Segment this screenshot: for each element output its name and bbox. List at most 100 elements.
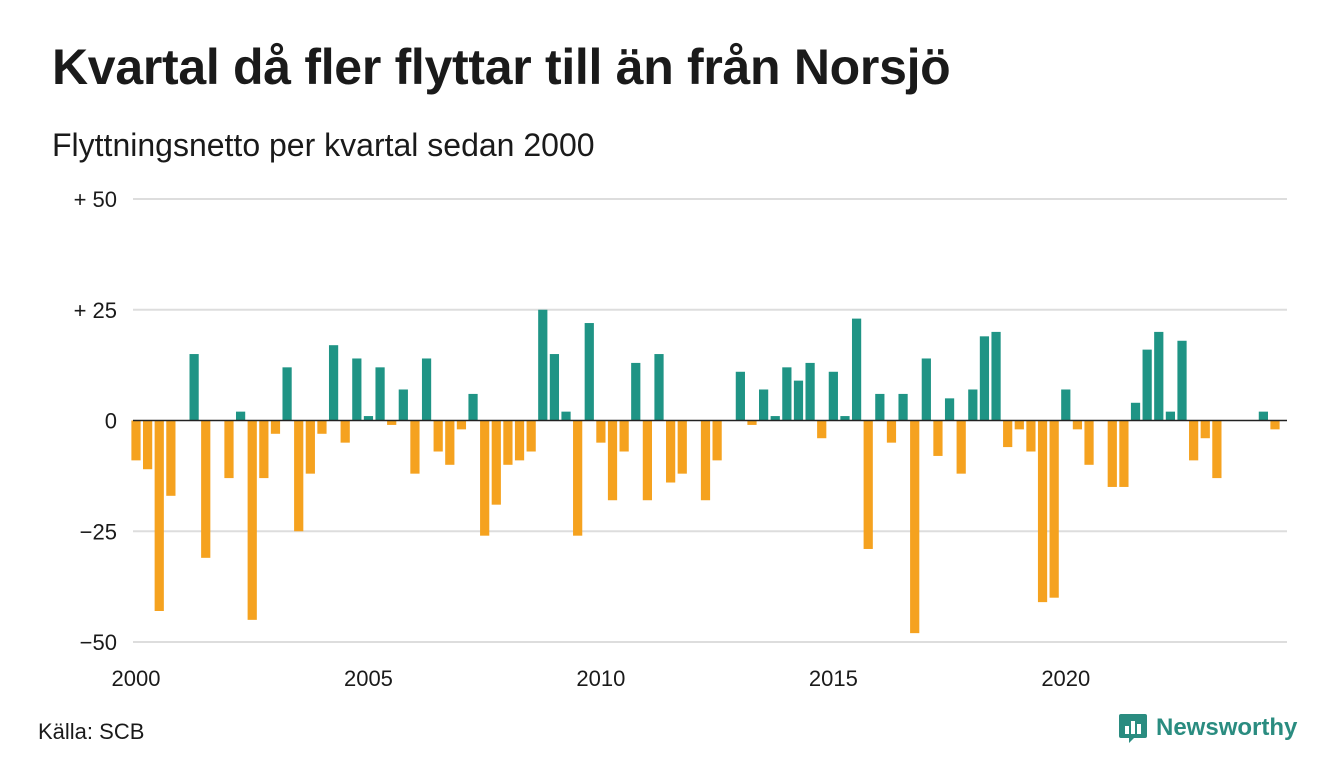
bar xyxy=(933,420,943,456)
bar xyxy=(352,358,362,421)
chart-title: Kvartal då fler flyttar till än från Nor… xyxy=(52,39,951,95)
y-axis-labels: + 50 + 25 0 −25 −50 xyxy=(74,187,117,655)
y-tick-label: + 25 xyxy=(74,298,117,323)
x-tick-label: 2015 xyxy=(809,666,858,691)
bar xyxy=(666,420,676,483)
bar xyxy=(886,420,897,443)
brand[interactable]: Newsworthy xyxy=(1118,712,1297,744)
bar xyxy=(154,420,164,611)
bar xyxy=(793,380,804,421)
bar xyxy=(480,420,490,536)
bar xyxy=(584,323,594,421)
bar xyxy=(1072,420,1083,430)
chart-subtitle: Flyttningsnetto per kvartal sedan 2000 xyxy=(52,127,595,163)
bar xyxy=(561,411,571,421)
bar xyxy=(549,354,560,421)
bar xyxy=(956,420,966,474)
bar xyxy=(573,420,583,536)
bar xyxy=(828,371,838,421)
bar xyxy=(1189,420,1199,461)
newsworthy-logo-icon xyxy=(1119,714,1147,743)
y-tick-label: −25 xyxy=(80,519,117,544)
bar xyxy=(131,420,141,461)
bar xyxy=(1165,411,1176,421)
source-note: Källa: SCB xyxy=(38,719,145,744)
bar xyxy=(1177,340,1187,421)
bar xyxy=(1084,420,1094,465)
bar xyxy=(1142,349,1152,421)
bar xyxy=(398,389,408,421)
bar xyxy=(1258,411,1268,421)
bar xyxy=(1061,389,1071,421)
bar xyxy=(224,420,234,479)
bar xyxy=(898,393,908,421)
bar xyxy=(503,420,513,465)
bar xyxy=(514,420,525,461)
bar xyxy=(189,354,199,421)
bar xyxy=(235,411,246,421)
bar xyxy=(375,367,385,421)
bar xyxy=(968,389,978,421)
bar xyxy=(875,393,885,421)
bar xyxy=(387,420,397,425)
grid-lines xyxy=(133,198,1287,643)
bar xyxy=(259,420,269,479)
bar xyxy=(282,367,292,421)
bar xyxy=(201,420,211,558)
bars xyxy=(131,309,1280,634)
bar xyxy=(863,420,873,549)
bar xyxy=(631,362,641,421)
bar xyxy=(143,420,153,470)
bar xyxy=(805,362,815,421)
x-axis-labels: 2000 2005 2010 2015 2020 xyxy=(112,666,1091,691)
y-tick-label: −50 xyxy=(80,630,117,655)
bar xyxy=(851,318,862,421)
y-tick-label: + 50 xyxy=(74,187,117,212)
bar xyxy=(840,416,850,421)
bar xyxy=(328,345,339,421)
x-tick-label: 2020 xyxy=(1041,666,1090,691)
bar xyxy=(607,420,618,501)
bar xyxy=(270,420,281,434)
bar xyxy=(491,420,501,505)
bar xyxy=(1049,420,1059,598)
bar xyxy=(363,416,374,421)
bar xyxy=(340,420,350,443)
bar xyxy=(445,420,455,465)
bar xyxy=(410,420,420,474)
y-tick-label: 0 xyxy=(105,409,117,434)
bar xyxy=(1014,420,1024,430)
bar xyxy=(619,420,629,452)
bar xyxy=(305,420,315,474)
bar xyxy=(782,367,792,421)
bar xyxy=(747,420,757,425)
x-tick-label: 2005 xyxy=(344,666,393,691)
bar xyxy=(421,358,432,421)
bar xyxy=(526,420,536,452)
bar xyxy=(468,393,478,421)
bar xyxy=(910,420,920,634)
bar xyxy=(1119,420,1129,487)
bar xyxy=(817,420,827,439)
bar xyxy=(642,420,652,501)
bar xyxy=(1270,420,1280,430)
bar xyxy=(1200,420,1210,439)
bar xyxy=(979,336,990,421)
bar xyxy=(944,398,955,421)
brand-name: Newsworthy xyxy=(1156,714,1298,741)
bar xyxy=(538,309,548,421)
bar xyxy=(677,420,687,474)
bar xyxy=(247,420,257,620)
x-tick-label: 2010 xyxy=(576,666,625,691)
bar xyxy=(456,420,467,430)
x-tick-label: 2000 xyxy=(112,666,161,691)
bar xyxy=(317,420,327,434)
bar xyxy=(759,389,769,421)
bar xyxy=(1212,420,1222,479)
bar xyxy=(596,420,606,443)
bar xyxy=(1130,402,1141,421)
bar xyxy=(654,354,664,421)
bar xyxy=(700,420,711,501)
bar xyxy=(294,420,304,532)
